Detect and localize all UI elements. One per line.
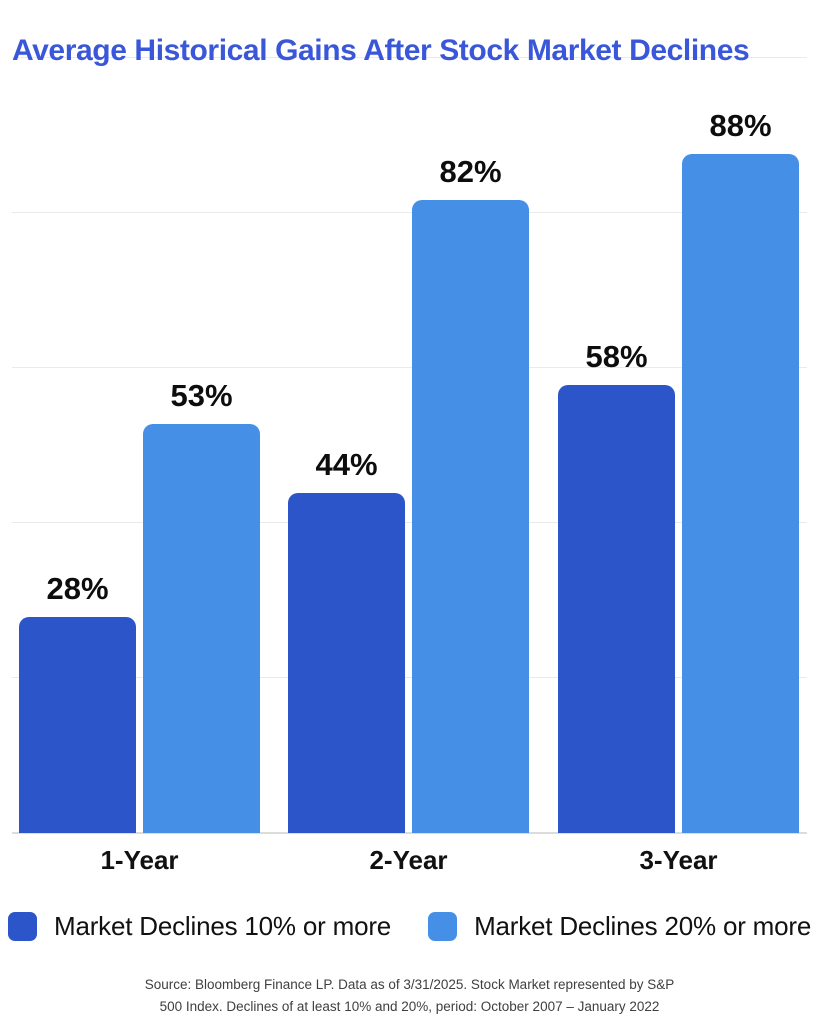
legend-label: Market Declines 10% or more [54,911,392,941]
bar-3-year-series1 [558,385,675,833]
gridline-20 [12,677,807,678]
bar-1-year-series1 [19,617,136,833]
chart-title: Average Historical Gains After Stock Mar… [12,34,750,67]
legend-swatch-declines-10 [8,912,37,941]
bar-value-label: 82% [439,154,502,189]
bar-value-label: 88% [709,108,772,143]
gridline-40 [12,522,807,523]
legend-item-declines-10: Market Declines 10% or more [8,911,391,942]
x-axis-label-1-year: 1-Year [100,845,179,875]
source-note: Source: Bloomberg Finance LP. Data as of… [0,974,819,1017]
gridline-100 [12,57,807,58]
bar-chart-plot: 28% 53% 44% 82% 58% 88% [0,57,819,834]
x-axis: 1-Year 2-Year 3-Year [0,845,819,881]
bar-3-year-series2 [682,154,799,833]
bar-value-label: 28% [46,571,109,606]
gridline-60 [12,367,807,368]
bar-value-label: 58% [585,339,648,374]
bar-2-year-series1 [288,493,405,833]
legend-label: Market Declines 20% or more [474,911,812,941]
x-axis-label-3-year: 3-Year [639,845,718,875]
x-axis-label-2-year: 2-Year [369,845,448,875]
legend: Market Declines 10% or more Market Decli… [8,911,811,942]
x-axis-baseline [12,832,807,834]
gridline-80 [12,212,807,213]
bar-1-year-series2 [143,424,260,833]
legend-swatch-declines-20 [428,912,458,941]
source-note-line1: Source: Bloomberg Finance LP. Data as of… [144,977,675,992]
legend-item-declines-20: Market Declines 20% or more [428,911,811,942]
bar-value-label: 44% [315,447,378,482]
source-note-line2: 500 Index. Declines of at least 10% and … [159,998,660,1014]
bar-2-year-series2 [412,200,529,833]
bar-value-label: 53% [170,378,233,413]
